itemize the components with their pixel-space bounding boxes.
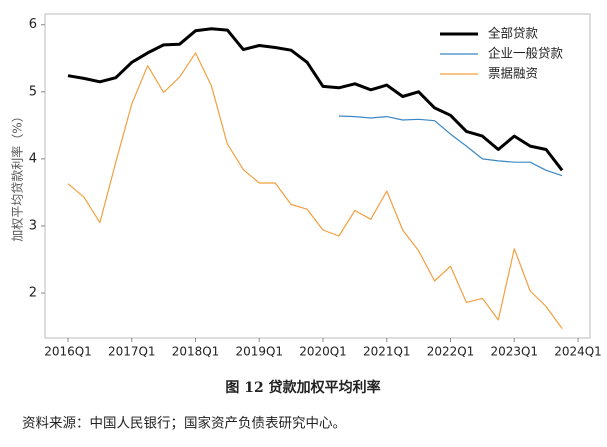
y-tick-label: 4: [29, 151, 37, 166]
y-tick-label: 6: [29, 17, 37, 32]
source: 资料来源：中国人民银行；国家资产负债表研究中心。: [22, 415, 346, 432]
x-tick-label: 2019Q1: [235, 345, 283, 359]
series-line: [67, 52, 563, 329]
series-line: [338, 115, 563, 177]
x-tick-label: 2018Q1: [172, 345, 220, 359]
caption: 图 12 贷款加权平均利率: [225, 379, 380, 396]
x-tick-label: 2022Q1: [427, 345, 475, 359]
y-tick-label: 3: [29, 218, 37, 233]
x-tick-label: 2024Q1: [554, 345, 602, 359]
y-tick-label: 5: [29, 84, 37, 99]
x-tick-label: 2016Q1: [44, 345, 92, 359]
x-tick-label: 2020Q1: [299, 345, 347, 359]
x-tick-label: 2021Q1: [363, 345, 411, 359]
x-tick-label: 2017Q1: [108, 345, 156, 359]
legend-label: 企业一般贷款: [488, 46, 564, 61]
y-axis-label: 加权平均贷款利率（%）: [10, 110, 25, 241]
legend-label: 票据融资: [488, 66, 538, 81]
x-tick-label: 2023Q1: [490, 345, 538, 359]
y-tick-label: 2: [29, 286, 37, 301]
series-line: [67, 27, 564, 172]
plot-frame: [44, 13, 591, 339]
legend-label: 全部贷款: [488, 26, 539, 41]
